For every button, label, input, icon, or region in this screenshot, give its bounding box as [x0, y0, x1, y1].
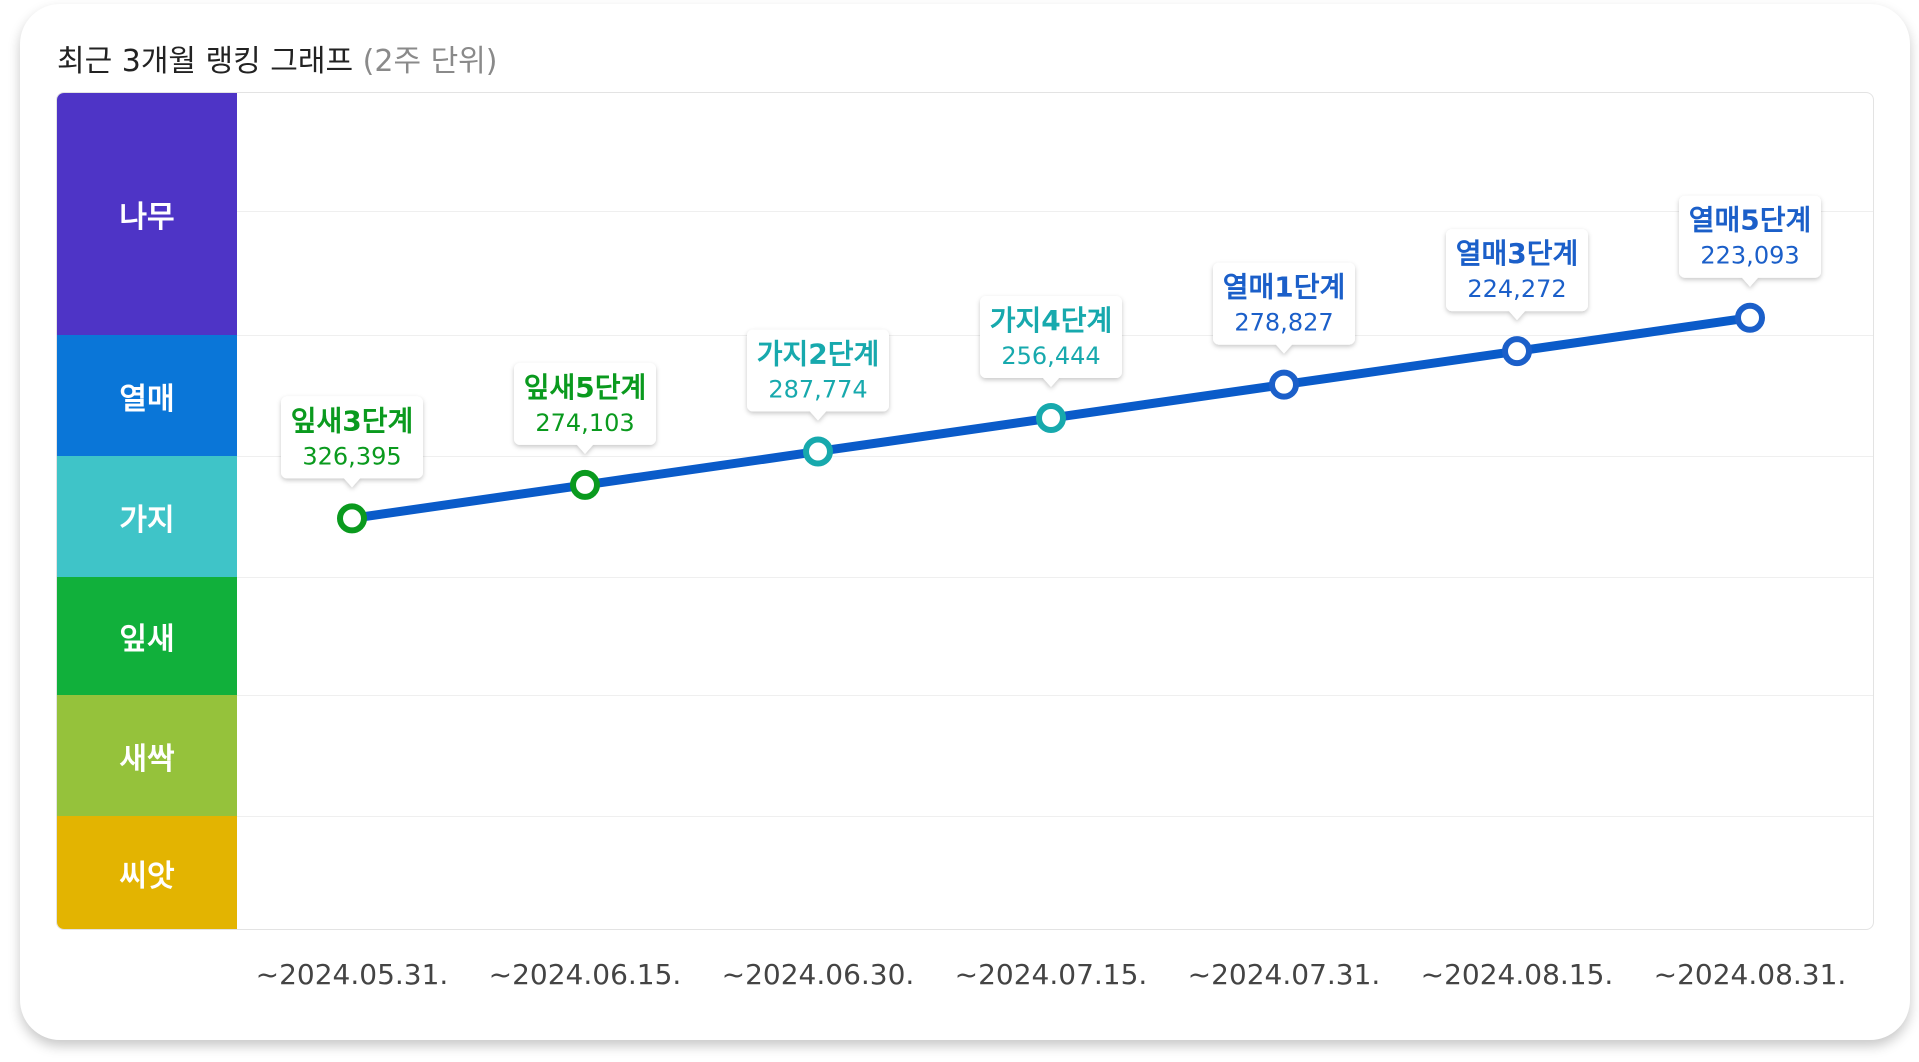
tier-band-label: 씨앗	[119, 858, 175, 894]
data-point	[1502, 336, 1532, 367]
tier-band-3: 잎새	[57, 577, 237, 695]
x-tick-label: ~2024.08.15.	[1420, 958, 1614, 991]
data-point	[570, 469, 600, 500]
data-point	[803, 436, 833, 467]
tier-band-4: 새싹	[57, 695, 237, 816]
point-stage-label: 잎새5단계	[524, 371, 647, 404]
point-stage-label: 열매1단계	[1223, 271, 1346, 304]
x-tick-label: ~2024.08.31.	[1653, 958, 1847, 991]
tier-band-1: 열매	[57, 335, 237, 456]
gridline	[237, 816, 1873, 817]
data-point-group: 잎새5단계 274,103	[514, 362, 656, 500]
callout-bubble	[1679, 195, 1821, 287]
point-stage-label: 잎새3단계	[291, 404, 414, 437]
data-point-group: 열매1단계 278,827	[1213, 262, 1355, 400]
data-point-group: 가지4단계 256,444	[980, 296, 1122, 434]
x-tick-label: ~2024.06.30.	[721, 958, 915, 991]
x-tick-label: ~2024.06.15.	[488, 958, 682, 991]
callout-bubble	[281, 396, 423, 488]
point-rank-label: 287,774	[768, 375, 867, 403]
tier-band-2: 가지	[57, 456, 237, 577]
point-stage-label: 가지4단계	[990, 304, 1113, 337]
callout-bubble	[980, 296, 1122, 388]
callout-bubble	[747, 329, 889, 421]
data-point-group: 가지2단계 287,774	[747, 329, 889, 467]
gridline	[237, 577, 1873, 578]
data-point	[1036, 403, 1066, 434]
x-tick-label: ~2024.07.15.	[954, 958, 1148, 991]
tier-band-label: 가지	[119, 502, 175, 538]
point-rank-label: 326,395	[302, 442, 401, 470]
tier-band-label: 열매	[119, 381, 175, 417]
data-point-group: 열매3단계 224,272	[1446, 229, 1588, 367]
chart-title: 최근 3개월 랭킹 그래프 (2주 단위)	[57, 36, 498, 80]
tier-band-5: 씨앗	[57, 816, 237, 929]
gridline	[237, 211, 1873, 212]
tier-band-label: 나무	[119, 200, 175, 235]
point-rank-label: 278,827	[1234, 309, 1333, 337]
point-rank-label: 223,093	[1700, 242, 1799, 270]
data-point	[1269, 369, 1299, 400]
point-rank-label: 274,103	[535, 409, 634, 437]
tier-band-label: 잎새	[119, 622, 175, 657]
point-stage-label: 열매5단계	[1689, 204, 1812, 237]
chart-title-unit: (2주 단위)	[362, 44, 498, 79]
callout-bubble	[1213, 262, 1355, 354]
chart-title-text: 최근 3개월 랭킹 그래프	[57, 44, 354, 79]
tier-band-label: 새싹	[119, 741, 175, 777]
point-rank-label: 256,444	[1001, 342, 1100, 370]
point-stage-label: 가지2단계	[757, 337, 880, 370]
data-point	[337, 503, 367, 534]
point-rank-label: 224,272	[1467, 275, 1566, 303]
gridline	[237, 456, 1873, 457]
point-stage-label: 열매3단계	[1456, 237, 1579, 270]
data-point	[1735, 302, 1765, 333]
gridline	[237, 695, 1873, 696]
tier-band-0: 나무	[57, 93, 237, 335]
callout-bubble	[514, 362, 656, 454]
x-tick-label: ~2024.05.31.	[255, 958, 449, 991]
x-tick-label: ~2024.07.31.	[1187, 958, 1381, 991]
data-point-group: 잎새3단계 326,395	[281, 396, 423, 534]
data-point-group: 열매5단계 223,093	[1679, 195, 1821, 333]
callout-bubble	[1446, 229, 1588, 321]
